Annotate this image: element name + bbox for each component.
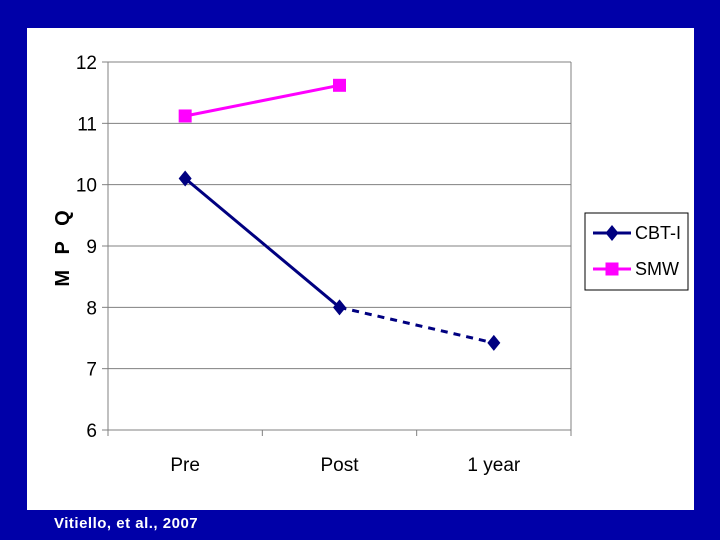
y-tick-label: 9 — [86, 237, 97, 258]
cbt-i-point — [178, 170, 192, 187]
x-tick-label: Post — [320, 455, 359, 476]
legend-label: CBT-I — [635, 223, 681, 243]
plot-area: 6 7 8 9 10 11 12 Pre Post 1 year M P Q — [52, 53, 572, 476]
legend-marker — [605, 225, 619, 241]
smw-segment — [184, 83, 340, 118]
legend-box — [584, 212, 689, 291]
y-tick-label: 7 — [86, 360, 97, 381]
legend: CBT-I SMW — [584, 212, 689, 291]
cbt-i-point — [487, 334, 501, 351]
x-tick-label: 1 year — [467, 455, 520, 476]
citation: Vitiello, et al., 2007 — [54, 515, 199, 532]
x-tick-label: Pre — [170, 455, 200, 476]
y-tick-label: 6 — [86, 421, 97, 442]
smw-point — [178, 109, 192, 123]
y-tick-label: 10 — [76, 176, 97, 197]
legend-label: SMW — [635, 259, 679, 279]
cbt-i-point — [333, 299, 346, 316]
y-tick-label: 12 — [76, 53, 97, 74]
cbt-i-segment — [184, 177, 341, 309]
cbt-i-segment — [339, 305, 495, 345]
legend-entry-cbt-i: CBT-I — [593, 223, 681, 243]
y-axis-label: M P Q — [52, 205, 74, 286]
smw-point — [333, 78, 346, 92]
legend-marker — [605, 262, 619, 276]
y-tick-label: 8 — [86, 298, 97, 319]
legend-entry-smw: SMW — [593, 259, 679, 279]
y-tick-label: 11 — [77, 114, 97, 135]
